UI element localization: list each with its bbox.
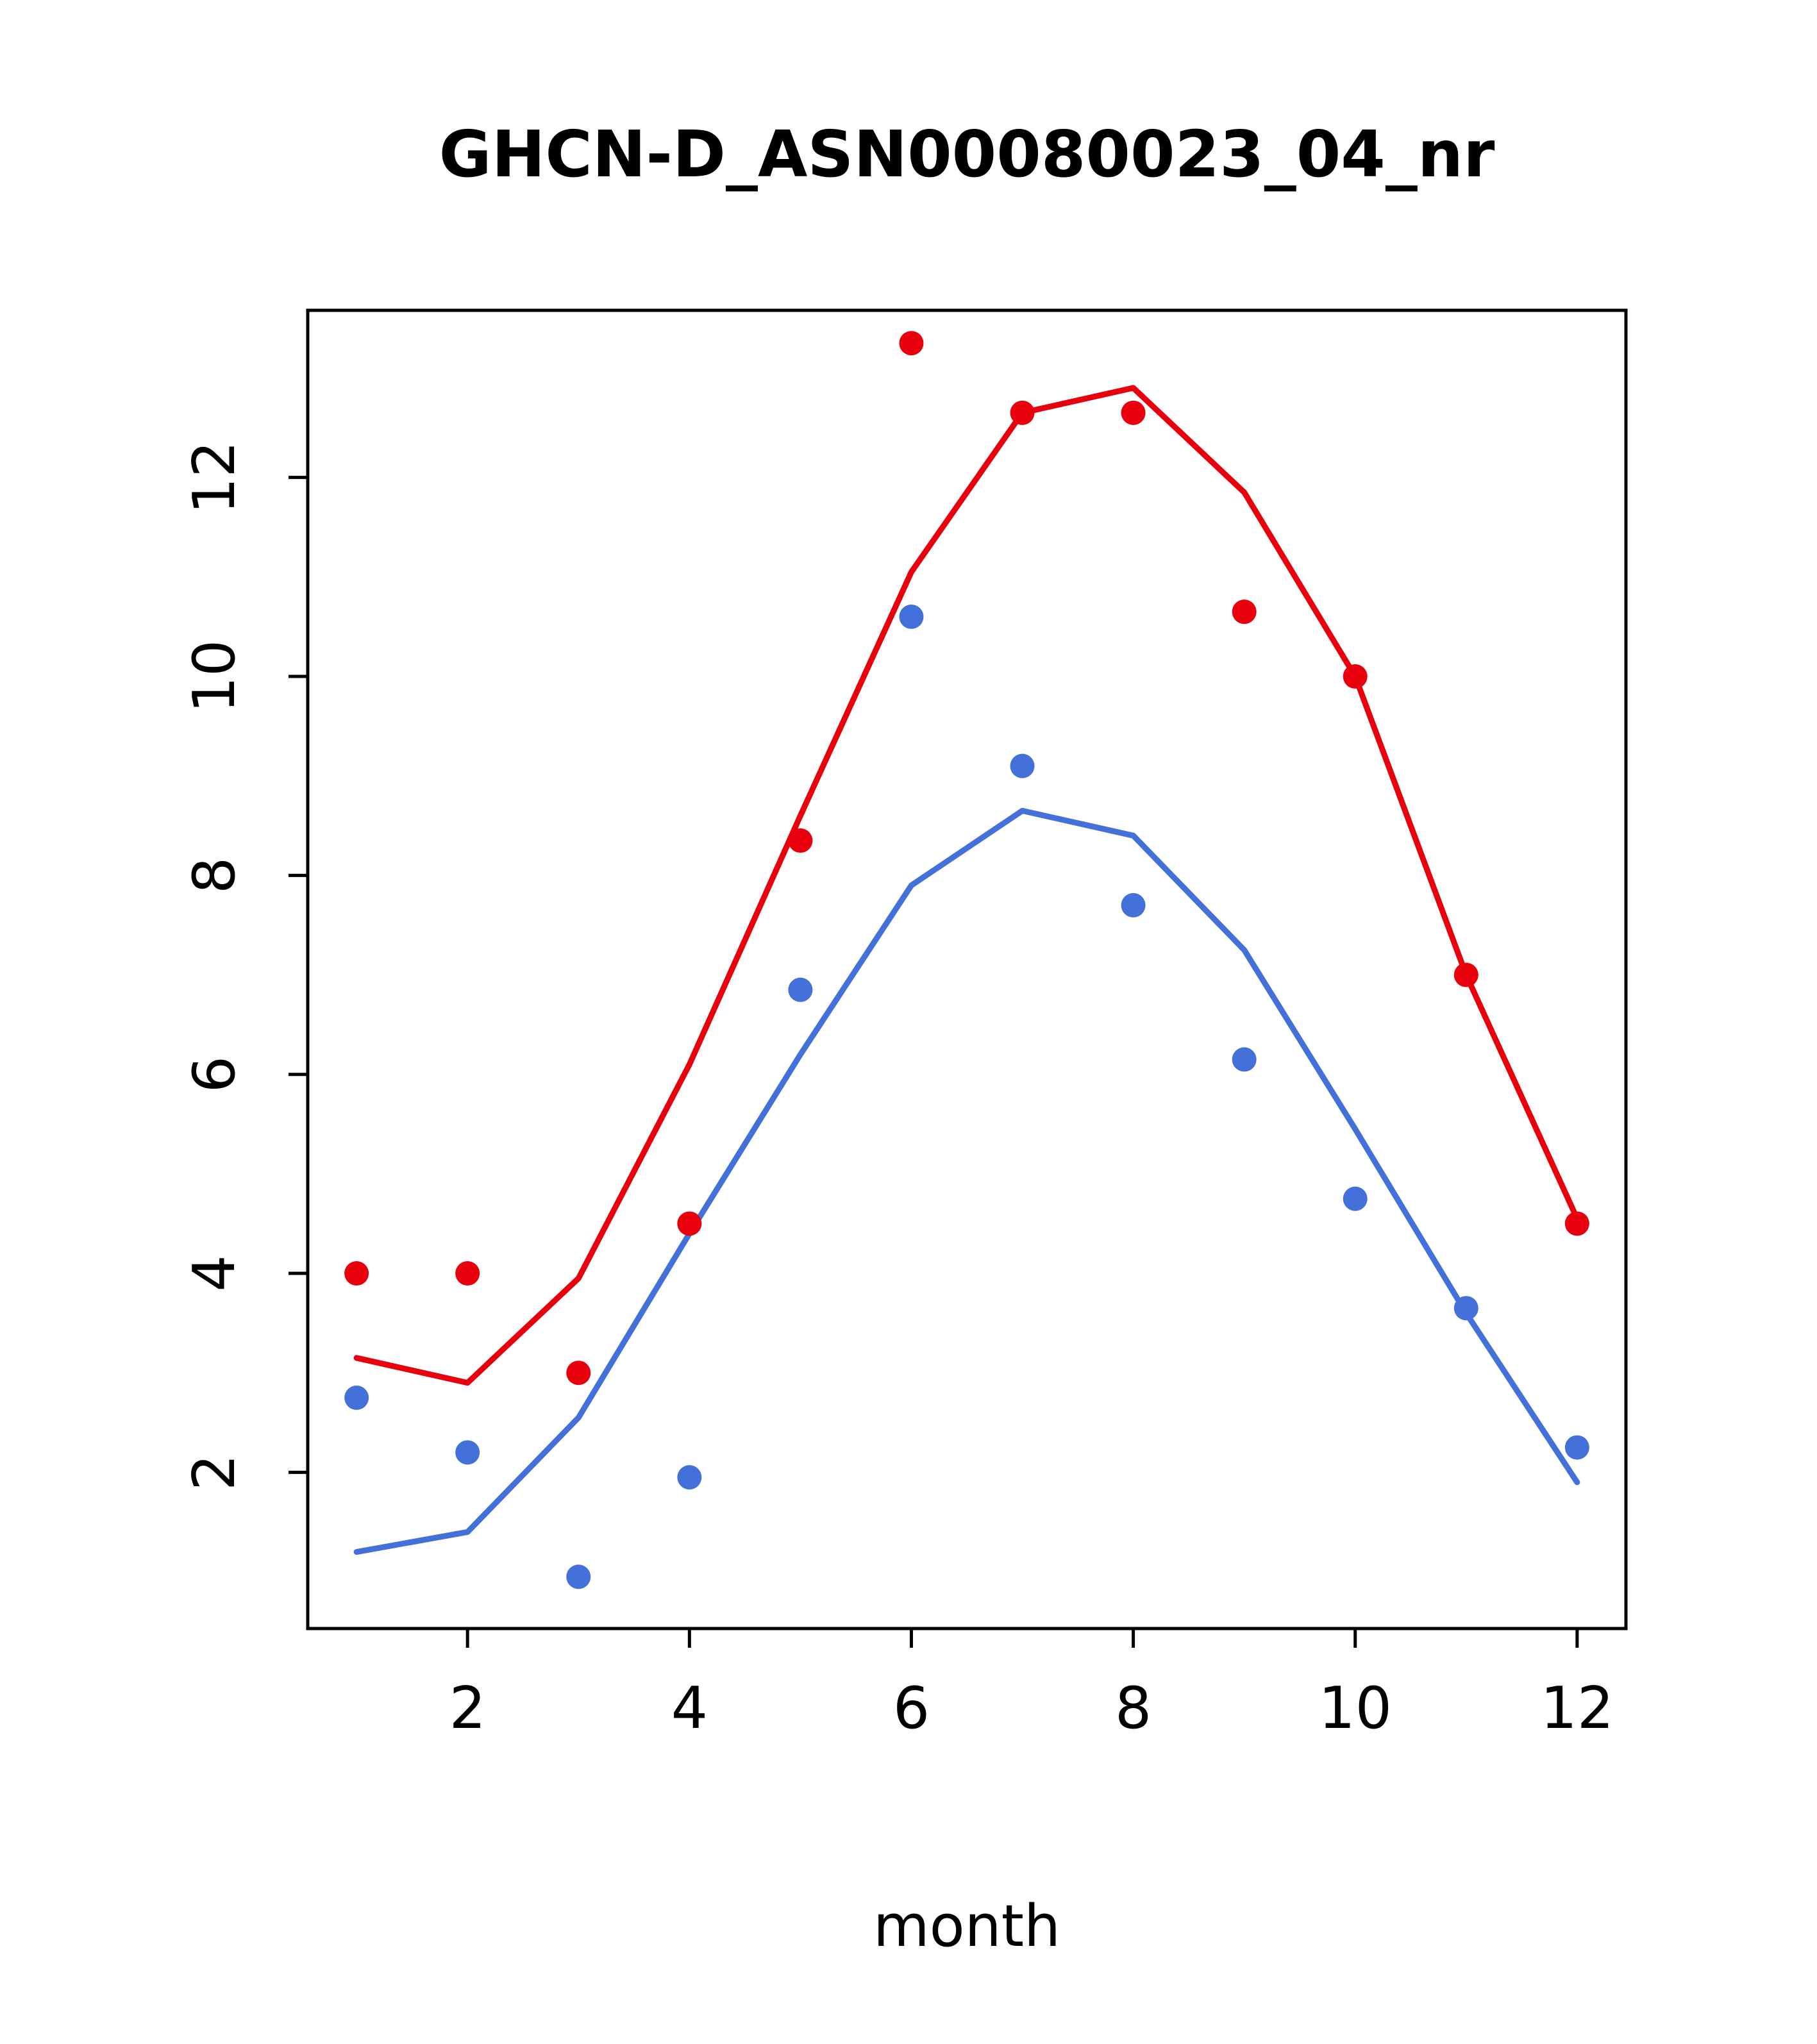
x-tick-label: 6	[893, 1675, 930, 1742]
blue-point	[677, 1465, 702, 1490]
blue-point	[899, 604, 924, 629]
blue-point	[1121, 892, 1146, 917]
red-point	[344, 1261, 369, 1286]
blue-point	[1453, 1296, 1478, 1321]
blue-point	[1343, 1186, 1368, 1211]
red-point	[1232, 599, 1257, 624]
y-tick-label: 12	[181, 440, 248, 514]
red-point	[1453, 962, 1478, 987]
blue-point	[1232, 1047, 1257, 1072]
y-tick-label: 10	[181, 640, 248, 714]
red-point	[566, 1361, 591, 1386]
red-point	[788, 828, 813, 853]
blue-point	[788, 977, 813, 1002]
red-point	[1564, 1211, 1589, 1236]
x-axis-label: month	[873, 1893, 1060, 1960]
red-point	[455, 1261, 480, 1286]
y-tick-label: 8	[181, 857, 248, 894]
x-tick-label: 10	[1318, 1675, 1392, 1742]
blue-point	[1010, 753, 1035, 778]
x-tick-label: 2	[449, 1675, 486, 1742]
plot-border	[306, 308, 1628, 1630]
y-tick-label: 6	[181, 1056, 248, 1093]
y-tick-label: 4	[181, 1255, 248, 1291]
series-layer	[344, 331, 1589, 1589]
x-tick-label: 8	[1115, 1675, 1151, 1742]
x-tick-label: 12	[1541, 1675, 1614, 1742]
red-point	[1343, 664, 1368, 689]
axis-ticks: 2 4 6 8 10 12 2 4 6 8 10 12	[181, 440, 1614, 1742]
red-point	[677, 1211, 702, 1236]
x-tick-label: 4	[671, 1675, 708, 1742]
blue-point	[344, 1386, 369, 1411]
y-tick-label: 2	[181, 1454, 248, 1491]
blue-point	[566, 1564, 591, 1589]
blue-point	[455, 1440, 480, 1465]
chart-title: GHCN-D_ASN00080023_04_nr	[439, 117, 1495, 192]
red-point	[1121, 400, 1146, 425]
red-line	[353, 385, 1580, 1386]
blue-point	[1564, 1435, 1589, 1460]
red-point	[1010, 400, 1035, 425]
blue-line	[353, 808, 1580, 1555]
red-point	[899, 331, 924, 356]
